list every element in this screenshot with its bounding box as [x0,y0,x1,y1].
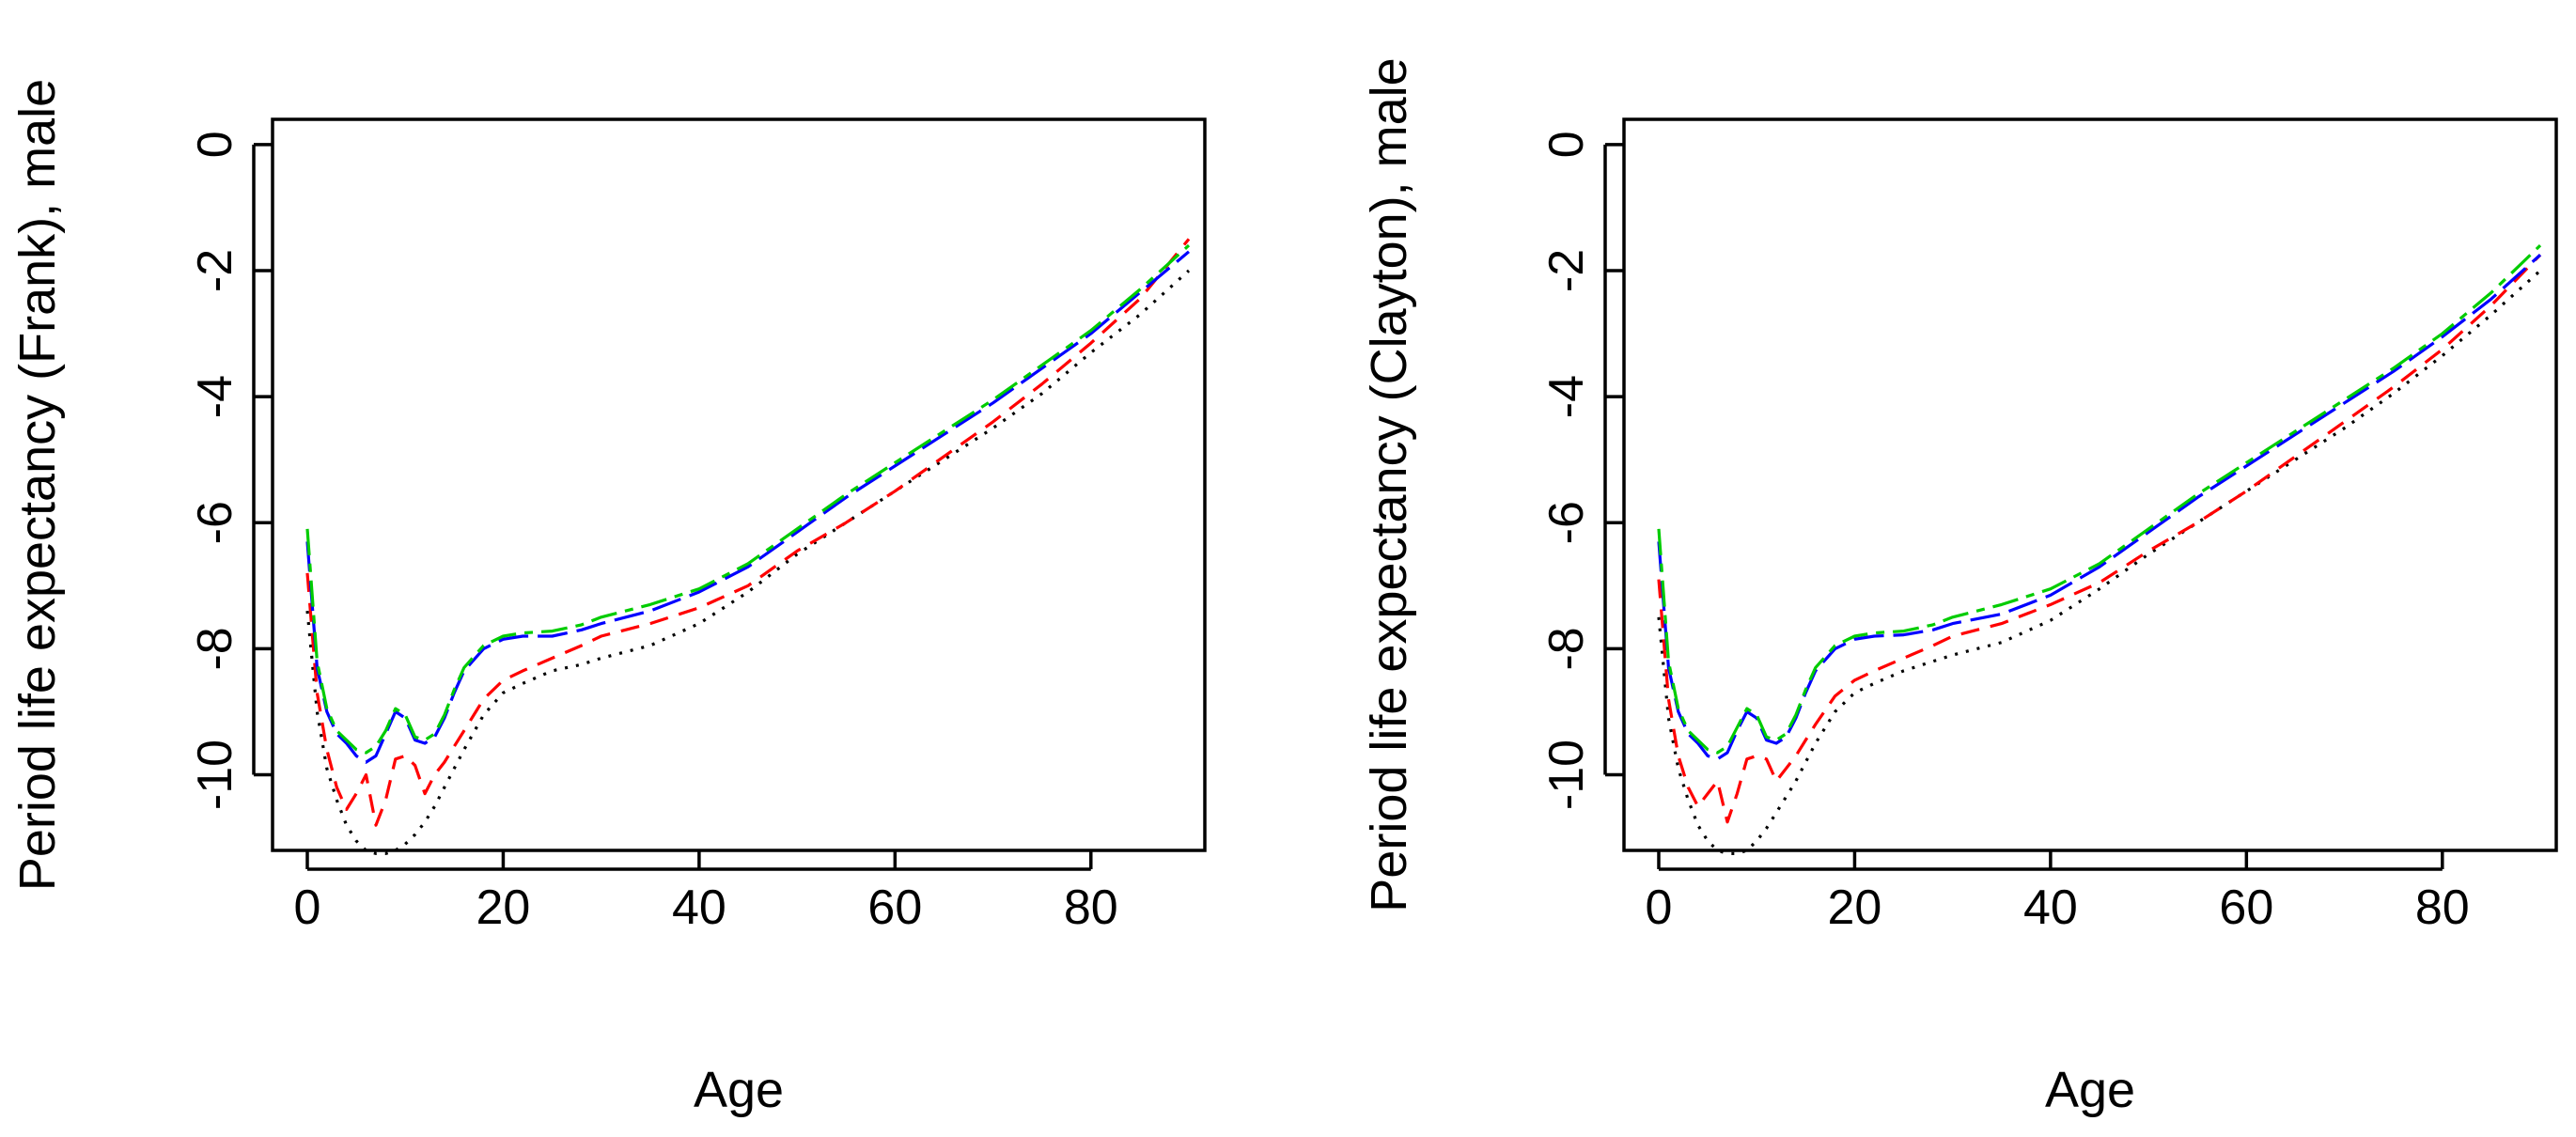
panel-clayton: 0 20 40 60 80 0 -2 -4 -6 -8 -10 Age Period life e… [1361,57,2558,1118]
x-tick-label: 80 [2415,880,2470,935]
y-tick-label: -8 [1539,627,1594,670]
x-tick-label: 80 [1064,880,1118,935]
x-tick-label: 40 [672,880,726,935]
series-lines [1657,243,2542,856]
series-line-long [305,250,1191,764]
y-tick-label: 0 [188,131,242,158]
y-tick-label: -10 [1539,740,1594,810]
plot-frame [1622,117,2558,852]
x-axis-title: Age [2045,1062,2135,1118]
y-tick-label: -2 [188,249,242,292]
series-line-twodash [305,243,1191,755]
x-tick-label: 20 [1828,880,1882,935]
y-tick-label: 0 [1539,131,1594,158]
y-tick-label: -6 [188,501,242,544]
x-tick-label: 0 [294,880,321,935]
series-lines [305,238,1191,856]
series-line-twodash [1657,243,2542,755]
y-tick-label: -4 [188,375,242,418]
x-axis: 0 20 40 60 80 [294,850,1118,935]
series-line-dashed [305,238,1191,827]
y-tick-label: -10 [188,740,242,810]
y-axis-title: Period life expectancy (Clayton), male [1361,57,1417,911]
series-line-dashed [1657,254,2542,824]
y-tick-label: -4 [1539,375,1594,418]
plot-frame [271,117,1207,852]
x-tick-label: 0 [1646,880,1673,935]
y-axis-title: Period life expectancy (Frank), male [9,79,66,891]
x-tick-label: 20 [476,880,531,935]
y-tick-label: -6 [1539,501,1594,544]
series-line-dotted [1657,269,2542,856]
y-tick-label: -8 [188,627,242,670]
x-axis: 0 20 40 60 80 [1646,850,2470,935]
x-tick-label: 60 [2219,880,2273,935]
y-tick-label: -2 [1539,249,1594,292]
x-tick-label: 60 [867,880,922,935]
x-tick-label: 40 [2023,880,2078,935]
x-axis-title: Age [694,1062,784,1118]
series-line-long [1657,254,2542,761]
panel-frank: 0 20 40 60 80 0 -2 -4 -6 -8 -10 Age Period life e… [9,79,1207,1118]
y-axis: 0 -2 -4 -6 -8 -10 [188,131,273,810]
y-axis: 0 -2 -4 -6 -8 -10 [1539,131,1624,810]
